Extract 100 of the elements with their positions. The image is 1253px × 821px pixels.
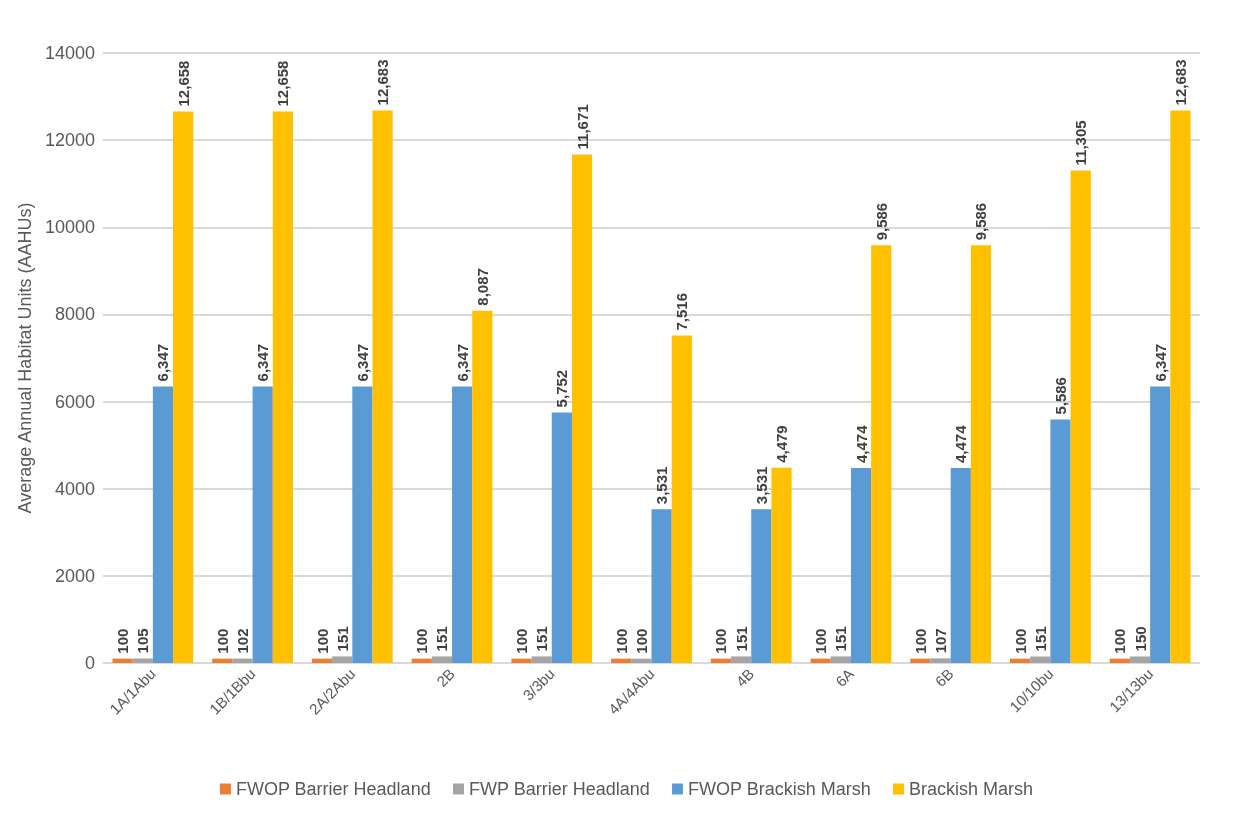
data-label: 3,531 (752, 466, 770, 505)
data-label: 100 (632, 628, 650, 654)
bar (710, 658, 732, 663)
bar (1170, 110, 1191, 663)
data-label: 107 (932, 628, 950, 654)
bar (771, 467, 792, 663)
bar (751, 509, 772, 663)
data-label: 100 (114, 628, 132, 654)
bar (571, 154, 593, 663)
data-label: 151 (533, 626, 551, 652)
data-label: 4,474 (952, 424, 970, 464)
y-tick-label: 8000 (54, 304, 95, 325)
data-label: 151 (732, 626, 750, 652)
data-label: 5,752 (553, 369, 571, 408)
data-label: 12,683 (374, 59, 392, 106)
legend-label: FWOP Brackish Marsh (688, 779, 871, 799)
data-label: 100 (1011, 628, 1029, 654)
y-tick-label: 10000 (44, 217, 95, 238)
data-label: 12,658 (274, 60, 292, 107)
bar (631, 658, 652, 663)
data-label: 151 (832, 626, 850, 652)
bar (651, 509, 672, 663)
data-label: 9,586 (972, 202, 990, 241)
bar (1070, 170, 1091, 663)
bar (611, 658, 632, 663)
data-label: 151 (433, 626, 451, 652)
bar (531, 656, 552, 663)
bar (232, 658, 253, 663)
data-label: 6,347 (353, 343, 371, 382)
bar (132, 658, 153, 663)
bar (332, 656, 353, 663)
data-label: 150 (1131, 626, 1149, 652)
bar (950, 468, 971, 663)
data-label: 151 (333, 626, 351, 652)
bar (252, 386, 273, 663)
x-tick-label: 6B (931, 664, 957, 690)
bar (910, 658, 931, 663)
data-label: 8,087 (473, 268, 491, 306)
data-label: 11,305 (1072, 120, 1090, 166)
bar (1010, 658, 1031, 663)
data-label: 6,347 (1151, 343, 1169, 382)
data-label: 6,347 (453, 343, 471, 382)
y-tick-label: 0 (84, 653, 95, 673)
bar (472, 310, 493, 663)
bar (311, 658, 333, 663)
bar (1150, 386, 1171, 663)
data-label: 100 (1111, 628, 1129, 654)
bar (212, 658, 233, 663)
legend-label: FWOP Barrier Headland (235, 779, 431, 799)
data-label: 12,683 (1171, 59, 1189, 106)
data-label: 102 (233, 628, 251, 654)
data-label: 151 (1031, 626, 1049, 652)
data-label: 9,586 (872, 202, 890, 241)
bar (452, 386, 473, 663)
bar (970, 245, 992, 663)
bar (173, 111, 194, 663)
bar (731, 656, 752, 663)
data-label: 11,671 (573, 104, 591, 150)
data-label: 100 (213, 628, 231, 654)
x-tick-label: 4B (732, 664, 758, 690)
bar (511, 658, 532, 663)
bar (930, 658, 951, 663)
data-label: 12,658 (174, 60, 192, 107)
bar (1050, 419, 1071, 663)
x-tick-label: 6A (831, 664, 857, 690)
data-label: 7,516 (673, 292, 691, 331)
legend-label: Brackish Marsh (909, 779, 1034, 799)
bar (551, 412, 572, 663)
bar (810, 658, 831, 663)
data-label: 100 (512, 628, 530, 654)
data-label: 100 (313, 628, 331, 654)
bar (352, 386, 373, 663)
y-tick-label: 4000 (54, 478, 95, 499)
data-label: 100 (812, 628, 830, 654)
data-label: 6,347 (254, 343, 272, 382)
data-label: 100 (612, 628, 630, 654)
bar (850, 468, 872, 663)
bar (871, 245, 892, 663)
data-label: 4,474 (852, 424, 870, 464)
y-tick-label: 2000 (54, 565, 95, 586)
data-label: 6,347 (154, 343, 172, 382)
y-tick-label: 6000 (54, 391, 95, 412)
y-tick-label: 14000 (44, 43, 95, 63)
bar (372, 110, 393, 663)
y-tick-label: 12000 (44, 130, 95, 151)
bar (1129, 656, 1151, 663)
legend-label: FWP Barrier Headland (468, 779, 650, 799)
bar (671, 335, 692, 663)
data-label: 4,479 (773, 425, 791, 463)
bar (152, 386, 174, 663)
bar (1109, 658, 1130, 663)
bar (411, 658, 432, 663)
data-label: 100 (712, 628, 730, 654)
data-label: 5,586 (1052, 377, 1070, 415)
data-label: 105 (134, 628, 152, 654)
data-label: 100 (413, 628, 431, 654)
x-tick-label: 2B (433, 664, 459, 690)
data-label: 3,531 (653, 466, 671, 505)
bar (1030, 656, 1051, 663)
bar (431, 656, 453, 663)
